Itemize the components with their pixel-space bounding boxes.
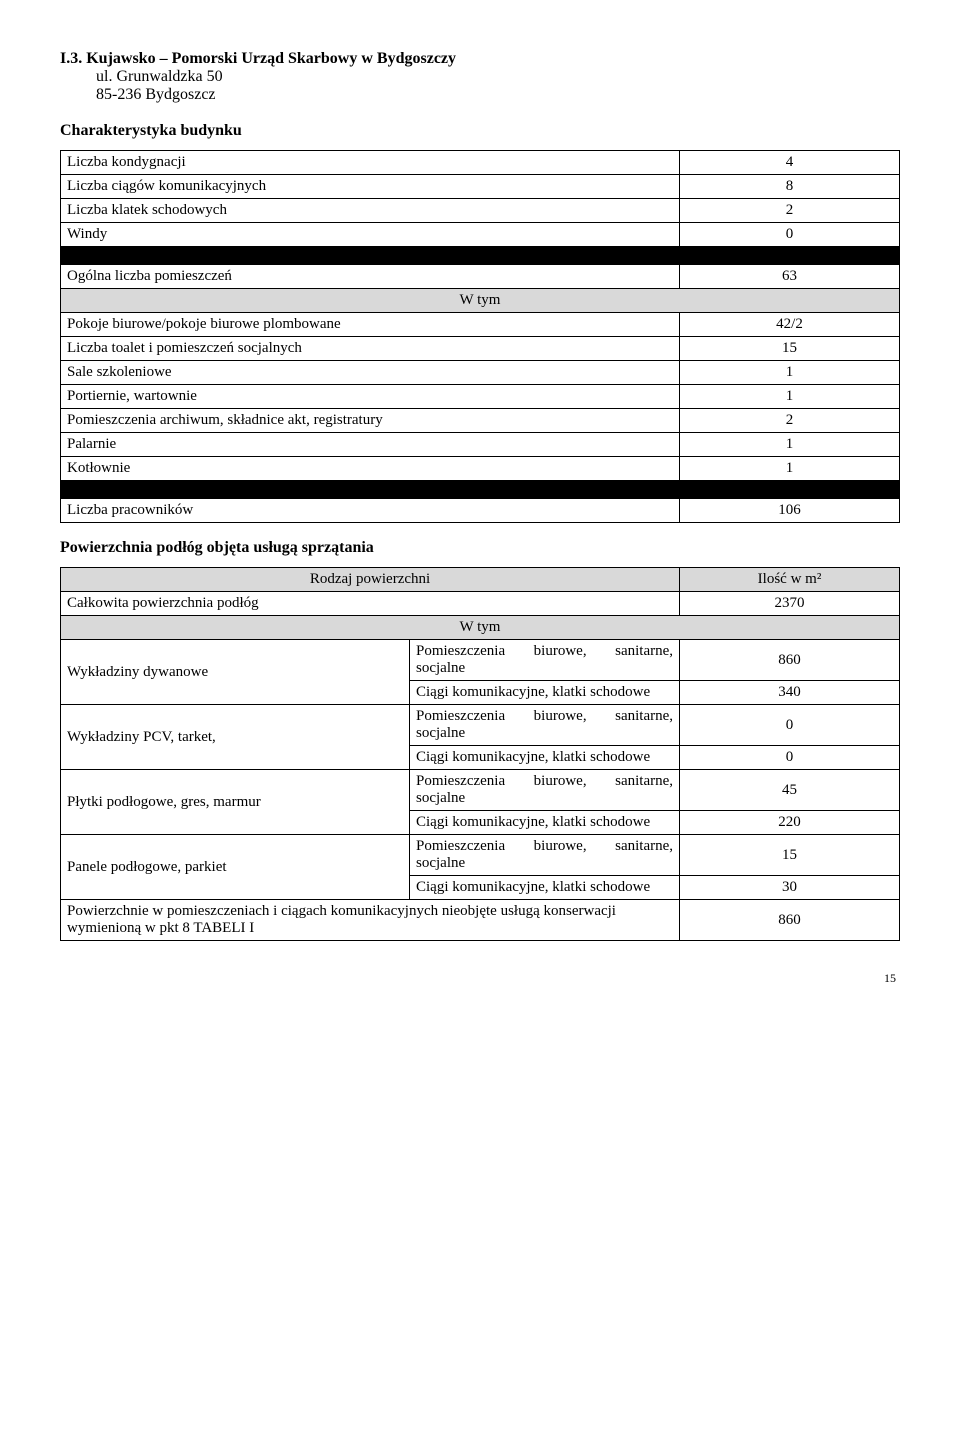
row-label: Liczba ciągów komunikacyjnych <box>61 175 680 199</box>
subcategory-label: Pomieszczenia biurowe, sanitarne, socjal… <box>410 640 680 681</box>
row-label: Całkowita powierzchnia podłóg <box>61 592 680 616</box>
row-value: 0 <box>680 223 900 247</box>
subcategory-label: Ciągi komunikacyjne, klatki schodowe <box>410 876 680 900</box>
row-label: Liczba pracowników <box>61 499 680 523</box>
row-label: Kotłownie <box>61 457 680 481</box>
row-value: 106 <box>680 499 900 523</box>
table-row: Powierzchnie w pomieszczeniach i ciągach… <box>61 900 900 941</box>
row-value: 1 <box>680 457 900 481</box>
row-label: Portiernie, wartownie <box>61 385 680 409</box>
row-value: 30 <box>680 876 900 900</box>
row-label: Windy <box>61 223 680 247</box>
subheader-row: W tym <box>61 289 900 313</box>
office-title: I.3. Kujawsko – Pomorski Urząd Skarbowy … <box>60 50 900 68</box>
category-label: Panele podłogowe, parkiet <box>61 835 410 900</box>
table-row: Liczba klatek schodowych 2 <box>61 199 900 223</box>
subcategory-label: Pomieszczenia biurowe, sanitarne, socjal… <box>410 835 680 876</box>
table-row: Liczba toalet i pomieszczeń socjalnych 1… <box>61 337 900 361</box>
building-characteristics-heading: Charakterystyka budynku <box>60 122 900 140</box>
building-characteristics-table: Liczba kondygnacji 4 Liczba ciągów komun… <box>60 150 900 523</box>
separator-row <box>61 247 900 265</box>
row-value: 63 <box>680 265 900 289</box>
row-value: 42/2 <box>680 313 900 337</box>
table-row: Windy 0 <box>61 223 900 247</box>
floor-area-heading: Powierzchnia podłóg objęta usługą sprząt… <box>60 539 900 557</box>
separator-row <box>61 481 900 499</box>
row-value: 860 <box>680 900 900 941</box>
category-label: Płytki podłogowe, gres, marmur <box>61 770 410 835</box>
row-value: 860 <box>680 640 900 681</box>
subheader-label: W tym <box>61 616 900 640</box>
subheader-row: W tym <box>61 616 900 640</box>
row-value: 220 <box>680 811 900 835</box>
subcategory-label: Pomieszczenia biurowe, sanitarne, socjal… <box>410 770 680 811</box>
subcategory-label: Pomieszczenia biurowe, sanitarne, socjal… <box>410 705 680 746</box>
row-value: 45 <box>680 770 900 811</box>
row-value: 4 <box>680 151 900 175</box>
row-value: 2 <box>680 199 900 223</box>
document-header: I.3. Kujawsko – Pomorski Urząd Skarbowy … <box>60 50 900 104</box>
row-value: 1 <box>680 361 900 385</box>
row-value: 1 <box>680 385 900 409</box>
subcategory-label: Ciągi komunikacyjne, klatki schodowe <box>410 746 680 770</box>
subcategory-label: Ciągi komunikacyjne, klatki schodowe <box>410 681 680 705</box>
row-label: Palarnie <box>61 433 680 457</box>
table-row: Portiernie, wartownie 1 <box>61 385 900 409</box>
subheader-label: W tym <box>61 289 900 313</box>
row-value: 8 <box>680 175 900 199</box>
row-label: Sale szkoleniowe <box>61 361 680 385</box>
column-header: Ilość w m² <box>680 568 900 592</box>
category-label: Wykładziny dywanowe <box>61 640 410 705</box>
table-row: Całkowita powierzchnia podłóg 2370 <box>61 592 900 616</box>
row-label: Liczba toalet i pomieszczeń socjalnych <box>61 337 680 361</box>
row-value: 0 <box>680 705 900 746</box>
row-value: 1 <box>680 433 900 457</box>
table-header-row: Rodzaj powierzchni Ilość w m² <box>61 568 900 592</box>
table-row: Ogólna liczba pomieszczeń 63 <box>61 265 900 289</box>
row-value: 0 <box>680 746 900 770</box>
row-label: Liczba klatek schodowych <box>61 199 680 223</box>
table-row: Kotłownie 1 <box>61 457 900 481</box>
category-label: Wykładziny PCV, tarket, <box>61 705 410 770</box>
row-label: Pokoje biurowe/pokoje biurowe plombowane <box>61 313 680 337</box>
table-row: Sale szkoleniowe 1 <box>61 361 900 385</box>
table-row: Liczba kondygnacji 4 <box>61 151 900 175</box>
table-row: Pomieszczenia archiwum, składnice akt, r… <box>61 409 900 433</box>
row-value: 15 <box>680 337 900 361</box>
row-value: 340 <box>680 681 900 705</box>
row-value: 2 <box>680 409 900 433</box>
floor-area-table: Rodzaj powierzchni Ilość w m² Całkowita … <box>60 567 900 941</box>
row-label: Ogólna liczba pomieszczeń <box>61 265 680 289</box>
table-row: Liczba ciągów komunikacyjnych 8 <box>61 175 900 199</box>
table-row: Płytki podłogowe, gres, marmur Pomieszcz… <box>61 770 900 811</box>
subcategory-label: Ciągi komunikacyjne, klatki schodowe <box>410 811 680 835</box>
table-row: Liczba pracowników 106 <box>61 499 900 523</box>
table-row: Palarnie 1 <box>61 433 900 457</box>
footer-label: Powierzchnie w pomieszczeniach i ciągach… <box>61 900 680 941</box>
address-line-2: 85-236 Bydgoszcz <box>60 86 900 104</box>
table-row: Pokoje biurowe/pokoje biurowe plombowane… <box>61 313 900 337</box>
row-label: Liczba kondygnacji <box>61 151 680 175</box>
column-header: Rodzaj powierzchni <box>61 568 680 592</box>
address-line-1: ul. Grunwaldzka 50 <box>60 68 900 86</box>
table-row: Panele podłogowe, parkiet Pomieszczenia … <box>61 835 900 876</box>
row-value: 15 <box>680 835 900 876</box>
table-row: Wykładziny dywanowe Pomieszczenia biurow… <box>61 640 900 681</box>
row-value: 2370 <box>680 592 900 616</box>
page-number: 15 <box>60 971 900 986</box>
table-row: Wykładziny PCV, tarket, Pomieszczenia bi… <box>61 705 900 746</box>
row-label: Pomieszczenia archiwum, składnice akt, r… <box>61 409 680 433</box>
